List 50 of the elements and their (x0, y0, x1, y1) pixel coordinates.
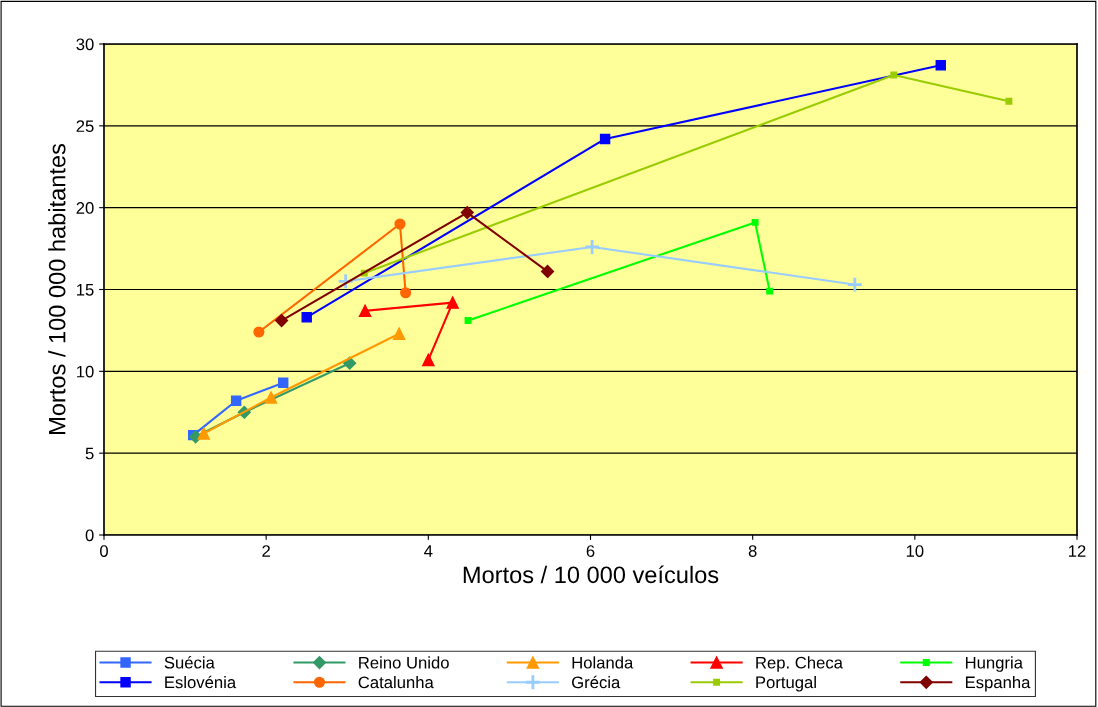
point (540, 264, 555, 279)
y-axis-title: Mortos / 100 000 habitantes (48, 143, 66, 434)
x-axis-title: Mortos / 10 000 veículos (463, 565, 719, 584)
x-tick-label: 6 (586, 545, 595, 557)
legend-label: Portugal (756, 676, 816, 692)
point (230, 395, 242, 407)
legend-label: Espanha (965, 676, 1031, 692)
y-tick-label: 10 (77, 365, 94, 378)
point (301, 312, 312, 323)
point (358, 304, 372, 318)
x-tick-label: 2 (262, 545, 270, 557)
legend-label: Catalunha (358, 676, 434, 689)
y-tick-label: 20 (76, 202, 94, 214)
point (766, 287, 774, 295)
point (846, 276, 864, 293)
legend-label: Reino Unido (359, 656, 449, 669)
y-tick-label: 25 (76, 120, 94, 133)
point (583, 238, 601, 256)
x-tick-label: 0 (100, 545, 108, 557)
point (400, 287, 412, 299)
legend-label: Eslovénia (165, 675, 237, 689)
point (890, 71, 898, 79)
legend-label: Holanda (572, 656, 634, 669)
point (422, 353, 435, 367)
point (599, 133, 611, 145)
x-tick-label: 8 (748, 545, 757, 557)
point (751, 218, 759, 226)
x-tick-label: 4 (424, 545, 433, 557)
y-tick-label: 30 (76, 38, 94, 51)
point (935, 60, 946, 71)
legend-label: Grécia (572, 675, 621, 689)
point (394, 218, 406, 230)
point (392, 327, 406, 340)
x-tick-label: 10 (906, 545, 924, 557)
y-tick-label: 0 (85, 529, 94, 542)
y-tick-label: 5 (85, 447, 94, 460)
point (264, 391, 278, 404)
point (197, 427, 210, 440)
point (1005, 97, 1013, 105)
point (277, 377, 289, 388)
y-tick-label: 15 (77, 284, 94, 296)
legend-label: Hungria (965, 656, 1023, 672)
x-tick-label: 12 (1069, 545, 1086, 557)
legend-label: Rep. Checa (756, 656, 843, 672)
point (464, 317, 472, 325)
point (253, 326, 265, 338)
point (446, 296, 459, 309)
point (274, 314, 289, 328)
point (460, 205, 474, 220)
legend-label: Suécia (164, 656, 215, 669)
